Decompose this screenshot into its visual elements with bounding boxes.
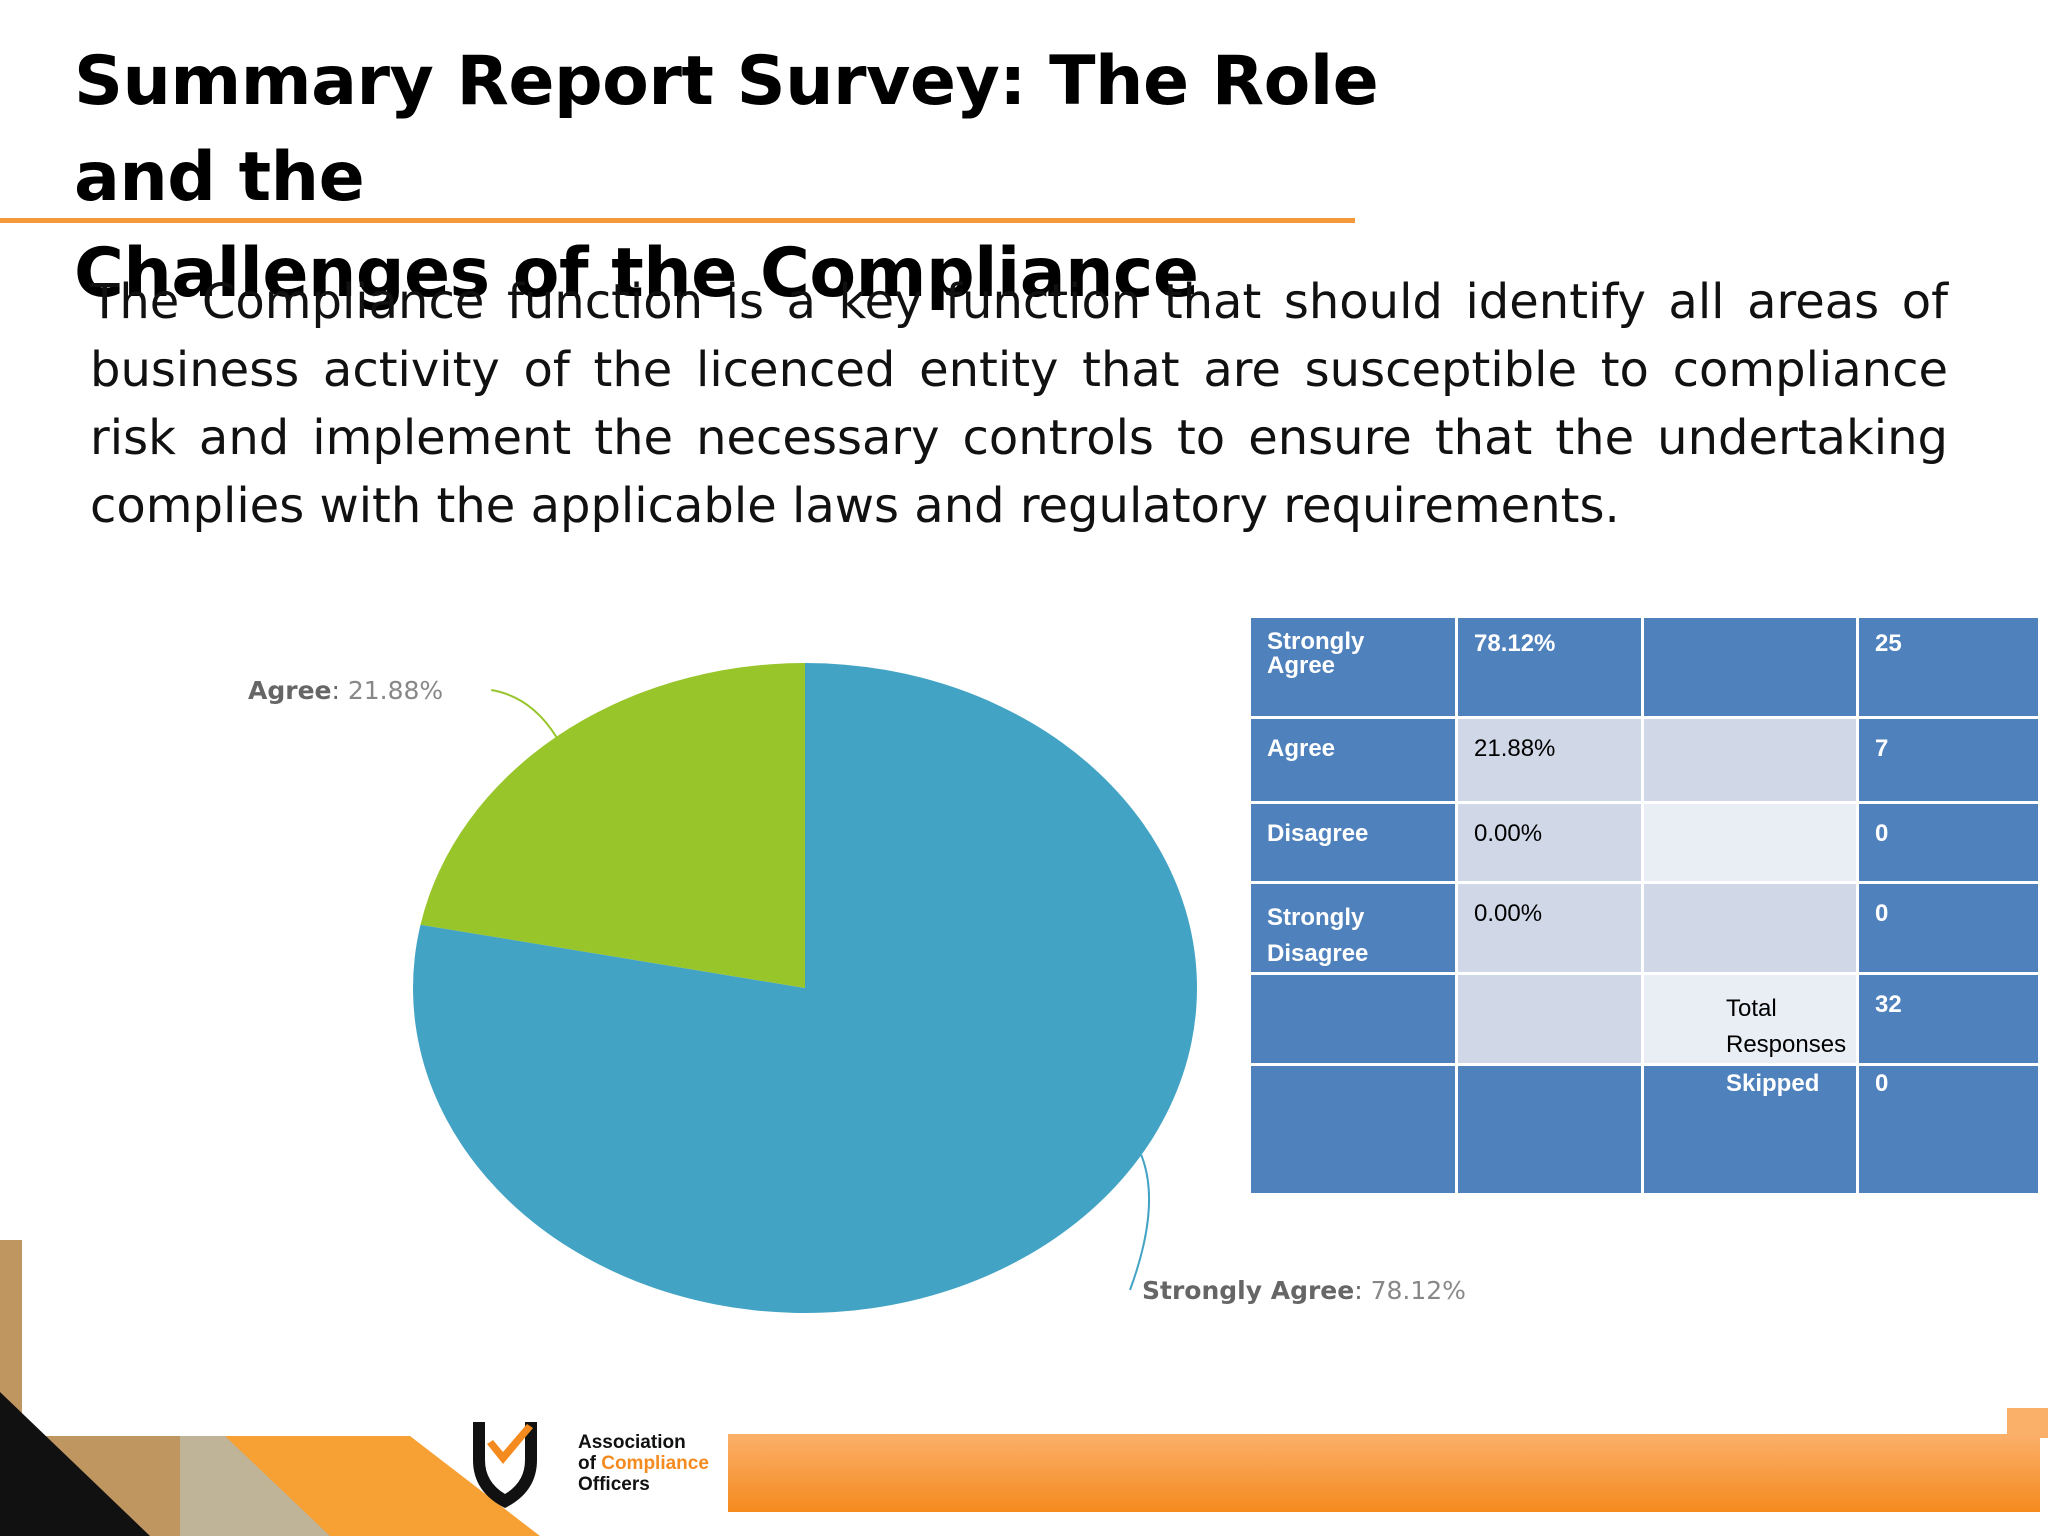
table-row: Disagree 0.00% 0 — [1248, 801, 2041, 884]
row-label-cont: Agree — [1267, 652, 1336, 679]
slide-title-line2: Challenges of the Compliance — [74, 234, 1199, 313]
footer-orange-block — [225, 1436, 540, 1536]
leader-line-strongly-agree — [1129, 1154, 1151, 1291]
pie-chart-svg: Agree: 21.88% Strongly Agree: 78.12% — [248, 663, 1466, 1313]
slice-label-agree-value: 21.88% — [348, 676, 443, 705]
total-label-cont: Responses — [1726, 1031, 1847, 1058]
slide-title-line1: Summary Report Survey: The Role and the — [74, 42, 1379, 217]
pie-slice-strongly-agree — [413, 663, 1198, 1313]
footer-black-triangle — [0, 1392, 150, 1536]
row-label-cont: Disagree — [1267, 940, 1369, 967]
footer-decoration — [0, 1240, 540, 1536]
leader-line-agree — [491, 689, 558, 738]
logo-line2-accent: Compliance — [601, 1453, 709, 1474]
slice-label-strongly-agree-sep: : — [1354, 1276, 1370, 1305]
footer-orange-bar — [728, 1434, 2040, 1512]
table-cell-count: 32 — [1856, 972, 2041, 1066]
slice-label-agree-sep: : — [331, 676, 347, 705]
logo-shield-icon — [473, 1422, 537, 1508]
logo-line3: Officers — [578, 1474, 650, 1495]
row-label: Strongly — [1267, 628, 1365, 655]
table-cell-percent: 0.00% — [1455, 881, 1644, 975]
table-cell-empty — [1641, 881, 1859, 975]
slice-label-strongly-agree-name: Strongly Agree — [1142, 1276, 1354, 1305]
table-cell-category: Strongly Agree — [1248, 615, 1458, 719]
table-cell-skipped-label: Skipped — [1641, 1063, 1859, 1196]
logo-text: Association of Compliance Officers — [578, 1432, 709, 1495]
logo-line1: Association — [578, 1432, 686, 1453]
table-cell-empty — [1455, 972, 1644, 1066]
table-cell-empty — [1641, 615, 1859, 719]
logo-line2-prefix: of — [578, 1453, 596, 1474]
table-row: Agree 21.88% 7 — [1248, 716, 2041, 804]
table-row: Strongly Agree 78.12% 25 — [1248, 615, 2041, 719]
table-cell-category: Agree — [1248, 716, 1458, 804]
table-cell-empty — [1641, 801, 1859, 884]
table-cell-empty — [1248, 1063, 1458, 1196]
slide-title: Summary Report Survey: The Role and the … — [74, 34, 1474, 322]
logo-line2: of Compliance — [578, 1453, 709, 1474]
slice-label-strongly-agree: Strongly Agree: 78.12% — [1142, 1276, 1466, 1305]
slice-label-strongly-agree-value: 78.12% — [1371, 1276, 1466, 1305]
table-cell-count: 25 — [1856, 615, 2041, 719]
table-cell-category: Disagree — [1248, 801, 1458, 884]
slice-label-agree-name: Agree — [248, 676, 331, 705]
table-cell-count: 0 — [1856, 881, 2041, 975]
survey-results-table: Strongly Agree 78.12% 25 Agree 21.88% 7 … — [1248, 615, 2041, 1196]
table-cell-count: 0 — [1856, 801, 2041, 884]
title-underline — [0, 218, 1355, 223]
table-cell-empty — [1455, 1063, 1644, 1196]
table-cell-percent: 78.12% — [1455, 615, 1644, 719]
slice-label-agree: Agree: 21.88% — [248, 676, 443, 705]
table-cell-count: 7 — [1856, 716, 2041, 804]
table-row: Total Responses 32 — [1248, 972, 2041, 1066]
footer-left-strip — [0, 1240, 22, 1440]
table-cell-category: Strongly Disagree — [1248, 881, 1458, 975]
table-cell-empty — [1641, 716, 1859, 804]
table-cell-total-label: Total Responses — [1641, 972, 1859, 1066]
pie-chart: Agree: 21.88% Strongly Agree: 78.12% — [230, 610, 1550, 1335]
footer-bar-cap — [2007, 1408, 2048, 1438]
table-row: Skipped 0 — [1248, 1063, 2041, 1196]
table-cell-percent: 21.88% — [1455, 716, 1644, 804]
table-cell-percent: 0.00% — [1455, 801, 1644, 884]
table-row: Strongly Disagree 0.00% 0 — [1248, 881, 2041, 975]
pie-slice-agree — [420, 663, 805, 988]
body-paragraph: The Compliance function is a key functio… — [90, 274, 1948, 534]
table-cell-empty — [1248, 972, 1458, 1066]
total-label: Total — [1726, 995, 1777, 1022]
row-label: Strongly — [1267, 904, 1365, 931]
table-cell-count: 0 — [1856, 1063, 2041, 1196]
